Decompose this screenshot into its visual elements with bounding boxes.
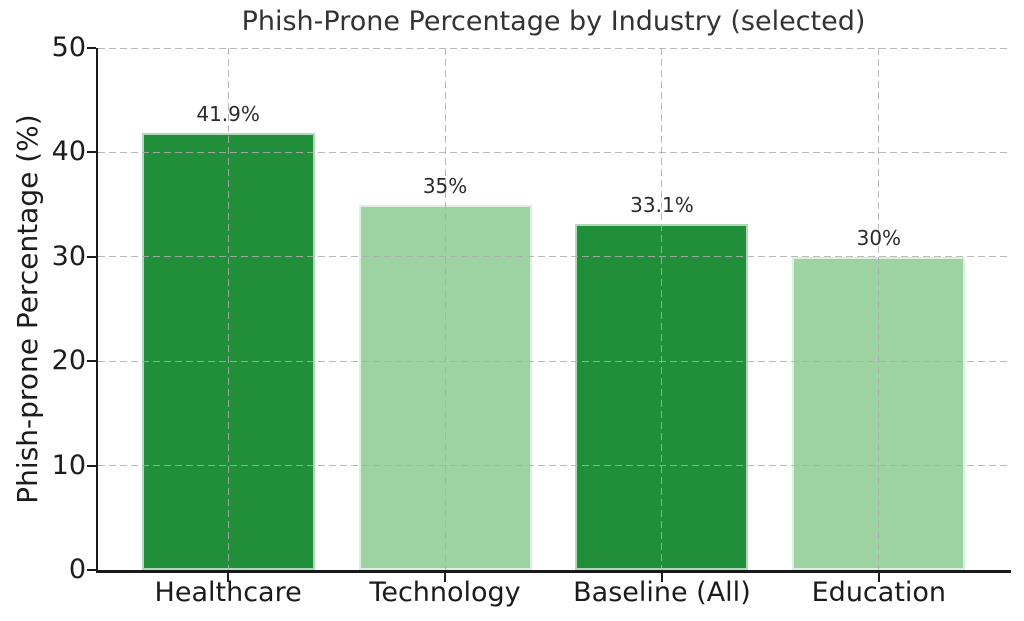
- bar-value-label: 41.9%: [196, 101, 260, 126]
- x-tick-label: Baseline (All): [573, 577, 751, 608]
- v-gridline: [227, 48, 229, 570]
- y-tick-mark: [87, 360, 96, 363]
- y-tick-label: 10: [51, 449, 86, 481]
- y-tick-label: 20: [51, 345, 86, 377]
- y-tick-mark: [87, 151, 96, 154]
- y-tick-mark: [87, 47, 96, 49]
- y-tick-mark: [87, 569, 96, 571]
- h-gridline: [98, 47, 1009, 49]
- x-axis-spine: [96, 570, 1011, 573]
- v-gridline: [661, 48, 663, 570]
- x-tick-mark: [444, 573, 447, 582]
- x-tick-mark: [227, 573, 230, 582]
- y-tick-mark: [87, 464, 96, 467]
- v-gridline: [878, 48, 880, 570]
- x-tick-label: Education: [811, 577, 947, 608]
- y-tick-label: 30: [51, 240, 86, 272]
- x-tick-mark: [660, 573, 663, 582]
- chart-title: Phish-Prone Percentage by Industry (sele…: [241, 6, 866, 37]
- y-axis-spine: [96, 48, 98, 572]
- h-gridline: [98, 465, 1009, 467]
- bar-value-label: 35%: [422, 173, 468, 198]
- y-tick-label: 40: [51, 136, 86, 168]
- x-tick-label: Healthcare: [154, 577, 302, 608]
- v-gridline: [444, 48, 446, 570]
- x-tick-mark: [877, 573, 880, 582]
- y-tick-label: 50: [51, 32, 86, 63]
- h-gridline: [98, 256, 1009, 258]
- y-tick-label: 0: [68, 554, 86, 585]
- bar-value-label: 33.1%: [630, 193, 694, 218]
- y-tick-mark: [87, 255, 96, 258]
- x-tick-label: Technology: [369, 577, 521, 608]
- bar-value-label: 30%: [856, 225, 902, 250]
- y-axis-label: Phish-prone Percentage (%): [11, 114, 44, 504]
- h-gridline: [98, 360, 1009, 362]
- h-gridline: [98, 151, 1009, 153]
- plot-area: 41.9% 35% 33.1% 30%: [87, 47, 1011, 582]
